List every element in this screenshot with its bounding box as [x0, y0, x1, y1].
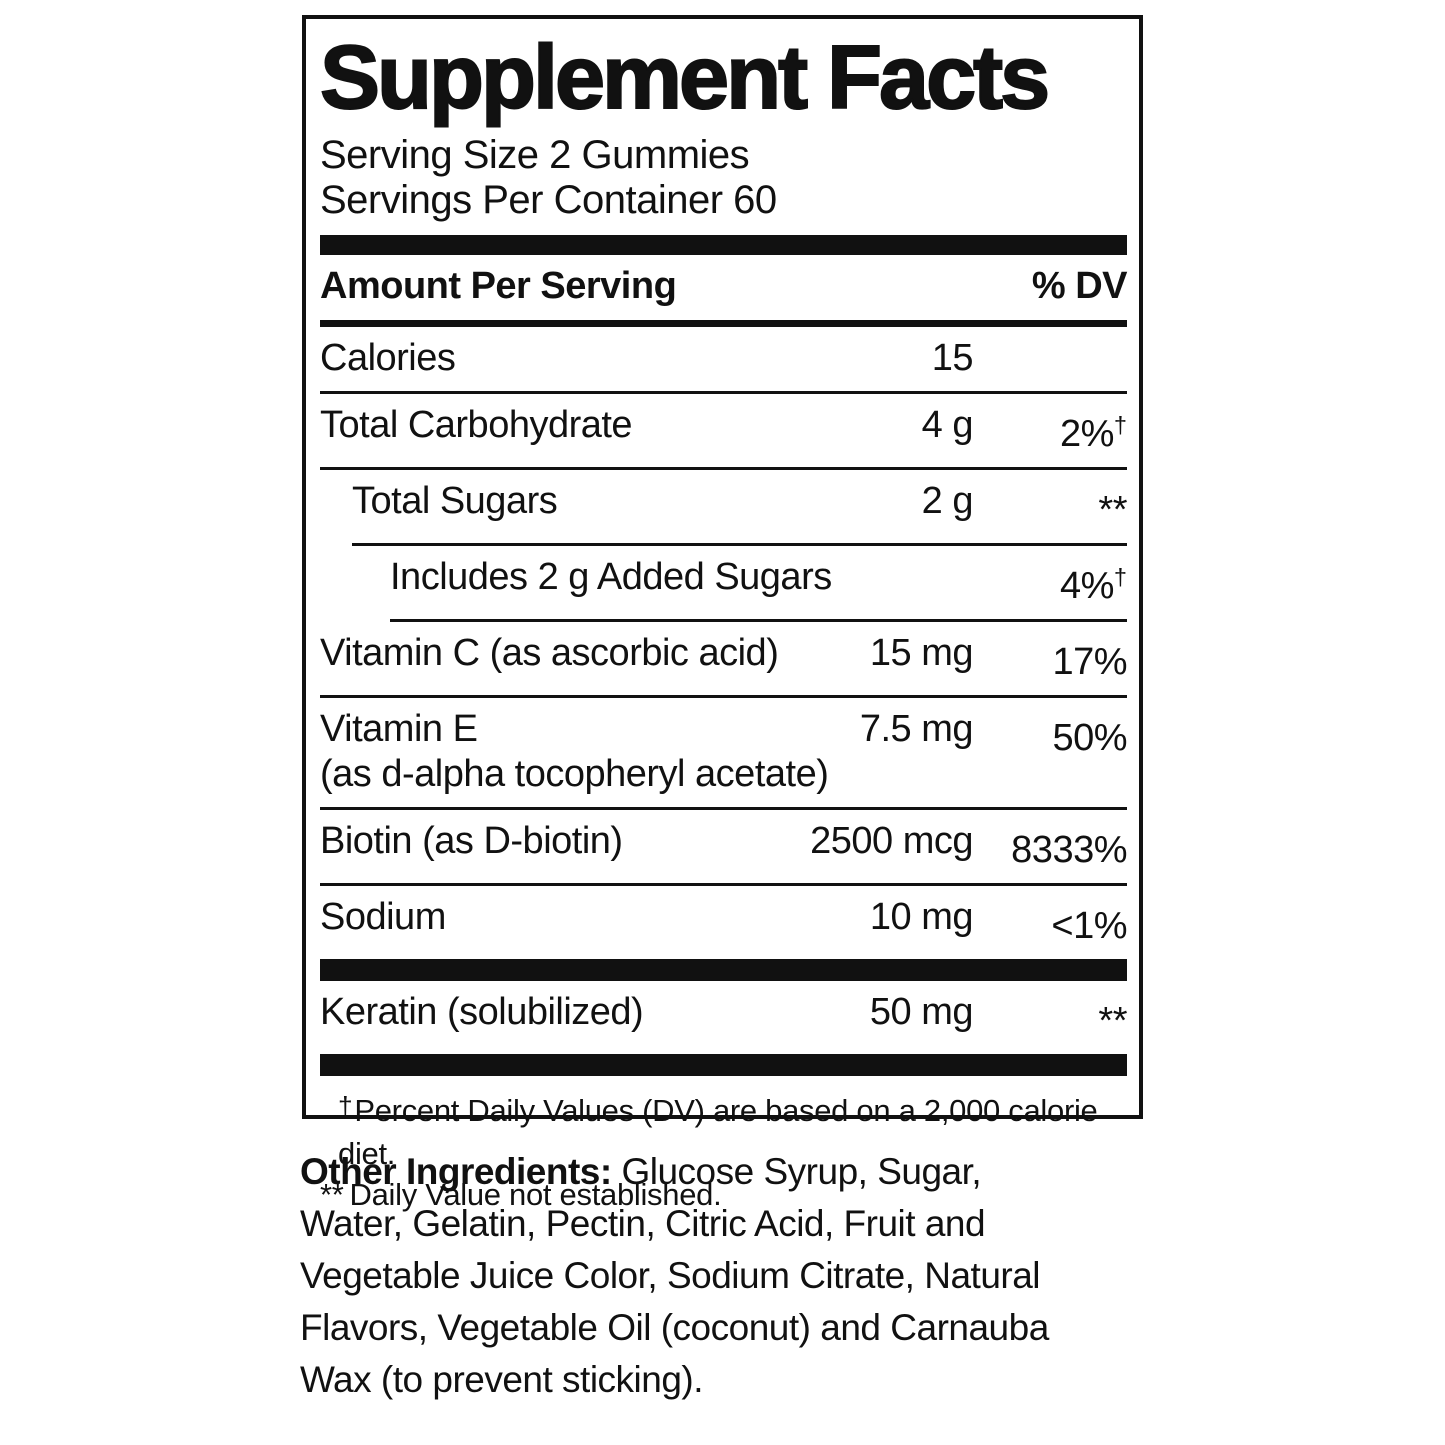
row-divider — [320, 467, 1127, 470]
table-row-calories: Calories 15 — [320, 327, 1127, 391]
row-label: Includes 2 g Added Sugars — [390, 556, 832, 598]
footnote-asterisk: ** Daily Value not established. — [320, 1174, 1125, 1215]
table-row-sodium: Sodium 10 mg <1% — [320, 886, 1127, 959]
row-dv: 8333% — [973, 819, 1127, 873]
dv-footnote-mark: † — [1113, 564, 1127, 590]
other-ingredients-line: Water, Gelatin, Pectin, Citric Acid, Fru… — [300, 1203, 986, 1244]
serving-size-text: Serving Size 2 Gummies — [320, 133, 750, 177]
dv-value: 8333% — [1011, 829, 1127, 871]
table-row-vitamin-e: Vitamin E (as d-alpha tocopheryl acetate)… — [320, 698, 1127, 807]
asterisk-symbol: ** — [320, 1177, 344, 1212]
percent-dv-header: % DV — [1031, 265, 1128, 307]
row-amount: 2 g — [921, 480, 974, 522]
table-row-keratin: Keratin (solubilized) 50 mg ** — [320, 981, 1127, 1054]
footnote-dagger: †Percent Daily Values (DV) are based on … — [320, 1090, 1125, 1174]
row-label: Vitamin C (as ascorbic acid) — [320, 632, 779, 674]
vitamin-e-name: Vitamin E — [320, 708, 478, 750]
servings-per-container-text: Servings Per Container 60 — [320, 178, 777, 222]
row-amount: 7.5 mg — [859, 708, 974, 750]
row-dv: 2%† — [973, 403, 1127, 457]
dv-value: ** — [1098, 1000, 1127, 1042]
supplement-facts-panel: Supplement Facts Serving Size 2 Gummies … — [302, 15, 1143, 1212]
other-ingredients-line1: Glucose Syrup, Sugar, — [611, 1151, 982, 1192]
table-row-total-sugars: Total Sugars 2 g ** — [320, 470, 1127, 543]
other-ingredients-line: Flavors, Vegetable Oil (coconut) and Car… — [300, 1307, 1049, 1348]
row-label: Biotin (as D-biotin) — [320, 820, 623, 862]
footnotes-block: †Percent Daily Values (DV) are based on … — [320, 1076, 1127, 1215]
row-label: Vitamin E (as d-alpha tocopheryl acetate) — [320, 707, 829, 797]
row-label: Total Carbohydrate — [320, 404, 633, 446]
separator-bar-mid-2 — [320, 1054, 1127, 1076]
dv-value: 4% — [1059, 565, 1114, 607]
row-dv: <1% — [973, 895, 1127, 949]
row-label: Total Sugars — [352, 480, 558, 522]
dv-value: 50% — [1052, 717, 1127, 759]
row-divider — [352, 543, 1127, 546]
dv-value: 17% — [1052, 641, 1127, 683]
amount-per-serving-header: Amount Per Serving — [320, 265, 677, 307]
row-label: Calories — [320, 337, 456, 379]
table-row-vitamin-c: Vitamin C (as ascorbic acid) 15 mg 17% — [320, 622, 1127, 695]
other-ingredients-line: Wax (to prevent sticking). — [300, 1359, 704, 1400]
table-row-biotin: Biotin (as D-biotin) 2500 mcg 8333% — [320, 810, 1127, 883]
footnote-asterisk-text: Daily Value not established. — [349, 1177, 722, 1212]
row-divider — [320, 807, 1127, 810]
row-amount: 50 mg — [869, 991, 974, 1033]
row-dv: 50% — [973, 707, 1127, 761]
row-dv: 4%† — [973, 555, 1127, 609]
dv-footnote-mark: † — [1113, 412, 1127, 438]
row-label: Sodium — [320, 896, 446, 938]
vitamin-e-source: (as d-alpha tocopheryl acetate) — [320, 753, 829, 795]
row-dv: 17% — [973, 631, 1127, 685]
other-ingredients-line: Other Ingredients: Glucose Syrup, Sugar, — [300, 1146, 1160, 1198]
table-header-row: Amount Per Serving % DV — [320, 255, 1128, 320]
row-divider — [320, 695, 1127, 698]
row-divider — [320, 391, 1127, 394]
table-row-total-carbohydrate: Total Carbohydrate 4 g 2%† — [320, 394, 1127, 467]
row-divider — [320, 883, 1127, 886]
separator-bar-mid-1 — [320, 959, 1127, 981]
panel-title: Supplement Facts — [319, 28, 1051, 128]
other-ingredients-heading: Other Ingredients: — [300, 1151, 612, 1192]
row-amount: 2500 mcg — [810, 820, 973, 862]
dv-value: ** — [1098, 489, 1127, 531]
other-ingredients: Other Ingredients: Glucose Syrup, Sugar,… — [300, 1146, 1160, 1406]
dv-value: 2% — [1059, 413, 1114, 455]
table-row-added-sugars: Includes 2 g Added Sugars 4%† — [320, 546, 1127, 619]
dagger-symbol: † — [338, 1091, 353, 1121]
row-dv: ** — [973, 479, 1127, 533]
separator-bar-header — [320, 320, 1127, 327]
footnote-dagger-text: Percent Daily Values (DV) are based on a… — [338, 1093, 1098, 1171]
row-divider — [390, 619, 1127, 622]
row-dv: ** — [973, 990, 1127, 1044]
dv-value: <1% — [1051, 905, 1127, 947]
other-ingredients-line: Vegetable Juice Color, Sodium Citrate, N… — [300, 1255, 1041, 1296]
row-label: Keratin (solubilized) — [320, 991, 644, 1033]
row-amount: 15 mg — [869, 632, 974, 674]
row-amount: 10 mg — [869, 896, 974, 938]
row-amount: 15 — [931, 337, 974, 379]
row-amount: 4 g — [921, 404, 974, 446]
separator-bar-top — [320, 235, 1127, 255]
